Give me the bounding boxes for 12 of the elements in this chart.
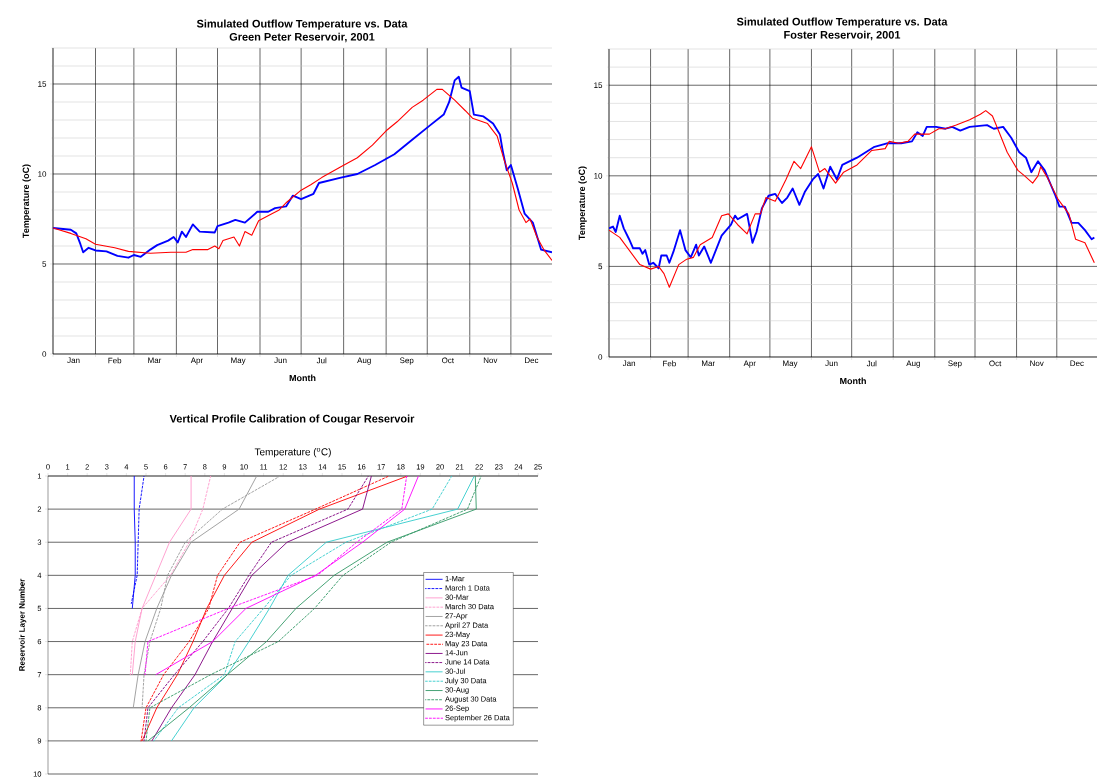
chart-title: Simulated Outflow Temperature vs. Data: [196, 19, 408, 30]
x-axis-title: Month: [289, 374, 316, 382]
chart-title: Simulated Outflow Temperature vs. Data: [736, 17, 948, 28]
x-axis-title: Temperature ($^{o}$C): [254, 447, 331, 458]
y-axis-title: Temperature (oC): [22, 164, 31, 238]
line-series: [609, 124, 1096, 270]
chart-subtitle: Foster Reservoir, 2001: [784, 30, 901, 41]
x-axis-title: Month: [840, 377, 866, 385]
chart-subtitle: Green Peter Reservoir, 2001: [229, 32, 375, 43]
line-series: [130, 476, 145, 604]
y-axis-title: Temperature (oC): [578, 166, 587, 240]
chart-title: Vertical Profile Calibration of Cougar Reservoir: [169, 414, 415, 425]
